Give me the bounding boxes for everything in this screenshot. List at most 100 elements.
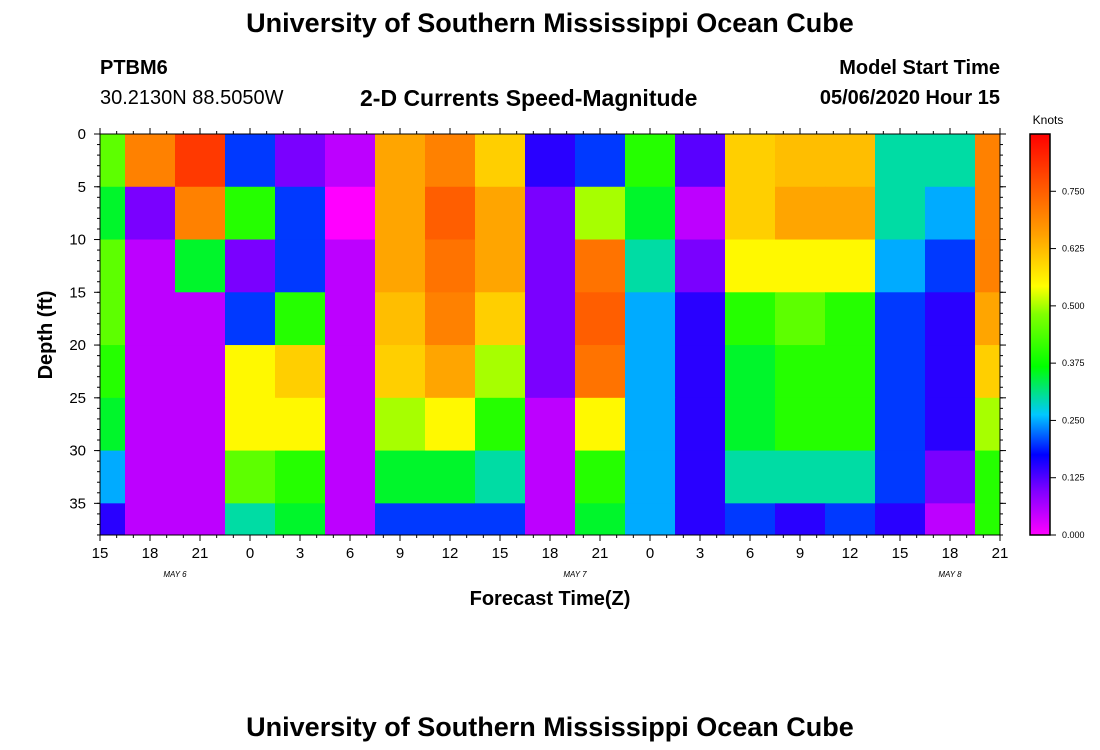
model-start-value: 05/06/2020 Hour 15 xyxy=(819,87,1000,109)
heatmap-cell xyxy=(575,450,626,504)
y-tick-label: 5 xyxy=(78,179,86,196)
heatmap-cell xyxy=(625,292,676,346)
heatmap-cell xyxy=(375,345,426,399)
heatmap-cell xyxy=(175,186,226,241)
heatmap-cell xyxy=(975,450,1000,504)
heatmap-cell xyxy=(875,186,926,241)
heatmap-cell xyxy=(825,503,876,535)
heatmap-cell xyxy=(625,503,676,535)
heatmap-cell xyxy=(375,239,426,293)
heatmap-cell xyxy=(675,503,726,535)
x-tick-label: 9 xyxy=(396,545,404,562)
heatmap-cell xyxy=(325,134,376,188)
heatmap-cell xyxy=(625,345,676,399)
heatmap-cell xyxy=(125,345,176,399)
colorbar-tick-label: 0.500 xyxy=(1062,301,1085,311)
heatmap-cell xyxy=(275,397,326,452)
heatmap-cell xyxy=(575,397,626,452)
heatmap-cell xyxy=(275,239,326,293)
x-tick-label: 0 xyxy=(246,545,254,562)
heatmap-cell xyxy=(125,186,176,241)
x-tick-label: 18 xyxy=(142,545,159,562)
x-tick-label: 21 xyxy=(192,545,209,562)
heatmap-cell xyxy=(275,503,326,535)
heatmap-cell xyxy=(775,239,826,293)
heatmap-cell xyxy=(425,239,476,293)
heatmap-cell xyxy=(175,345,226,399)
heatmap-cell xyxy=(225,503,276,535)
y-axis: 0 5 10 15 20 25 30 35 xyxy=(69,126,1006,536)
heatmap-cell xyxy=(475,345,526,399)
heatmap-cell xyxy=(875,450,926,504)
heatmap-cell xyxy=(325,239,376,293)
heatmap-cell xyxy=(475,397,526,452)
heatmap-cell xyxy=(775,292,826,346)
heatmap-cell xyxy=(675,397,726,452)
heatmap-cell xyxy=(825,239,876,293)
heatmap-cell xyxy=(375,134,426,188)
x-tick-label: 15 xyxy=(92,545,109,562)
x-tick-label: 15 xyxy=(892,545,909,562)
y-tick-label: 30 xyxy=(69,443,86,460)
heatmap-cell xyxy=(925,450,976,504)
heatmap-cell xyxy=(425,292,476,346)
heatmap-cell xyxy=(875,503,926,535)
heatmap-cell xyxy=(125,450,176,504)
station-id: PTBM6 xyxy=(100,57,168,79)
heatmap-cell xyxy=(825,134,876,188)
heatmap-cell xyxy=(825,345,876,399)
y-tick-label: 35 xyxy=(69,495,86,512)
heatmap-cell xyxy=(425,134,476,188)
station-location: 30.2130N 88.5050W xyxy=(100,87,284,109)
heatmap-cell xyxy=(525,397,576,452)
page-title: University of Southern Mississippi Ocean… xyxy=(246,8,854,38)
heatmap-chart: 15 18 21 0 3 6 9 12 15 18 21 0 3 6 9 12 15 18 21 MAY 6 MAY 7… xyxy=(35,113,1085,742)
heatmap-cell xyxy=(375,503,426,535)
heatmap-cell xyxy=(375,186,426,241)
heatmap-cell xyxy=(325,345,376,399)
heatmap-cell xyxy=(775,134,826,188)
heatmap-cell xyxy=(225,292,276,346)
heatmap-cell xyxy=(575,292,626,346)
heatmap-cell xyxy=(575,345,626,399)
date-label: MAY 6 xyxy=(163,570,187,579)
heatmap-cell xyxy=(325,503,376,535)
colorbar-tick-label: 0.000 xyxy=(1062,530,1085,540)
heatmap-cell xyxy=(475,186,526,241)
y-tick-label: 10 xyxy=(69,232,86,249)
heatmap-cell xyxy=(975,134,1000,188)
heatmap-cell xyxy=(725,397,776,452)
heatmap-cell xyxy=(775,186,826,241)
heatmap-cell xyxy=(775,397,826,452)
heatmap-cell xyxy=(425,450,476,504)
y-tick-label: 15 xyxy=(69,284,86,301)
heatmap-cell xyxy=(925,134,976,188)
heatmap-cell xyxy=(225,134,276,188)
heatmap-cell xyxy=(625,450,676,504)
heatmap-cell xyxy=(125,292,176,346)
colorbar-gradient xyxy=(1029,133,1051,536)
heatmap-cell xyxy=(725,186,776,241)
colorbar-tick-label: 0.125 xyxy=(1062,473,1085,483)
heatmap-cell xyxy=(975,239,1000,293)
heatmap-cell xyxy=(725,239,776,293)
heatmap-cell xyxy=(875,239,926,293)
heatmap-cell xyxy=(525,239,576,293)
heatmap-cell xyxy=(425,186,476,241)
heatmap-cell xyxy=(925,292,976,346)
heatmap-cell xyxy=(475,134,526,188)
heatmap-cell xyxy=(100,134,126,188)
heatmap-cell xyxy=(425,397,476,452)
heatmap-cell xyxy=(675,292,726,346)
heatmap-cell xyxy=(325,450,376,504)
heatmap-cell xyxy=(525,450,576,504)
heatmap-cell xyxy=(875,134,926,188)
heatmap-cell xyxy=(975,292,1000,346)
heatmap-cell xyxy=(525,134,576,188)
heatmap-cell xyxy=(975,345,1000,399)
heatmap-cell xyxy=(775,345,826,399)
heatmap-cell xyxy=(675,239,726,293)
heatmap-cell xyxy=(925,239,976,293)
heatmap-cell xyxy=(275,450,326,504)
heatmap-cell xyxy=(175,292,226,346)
